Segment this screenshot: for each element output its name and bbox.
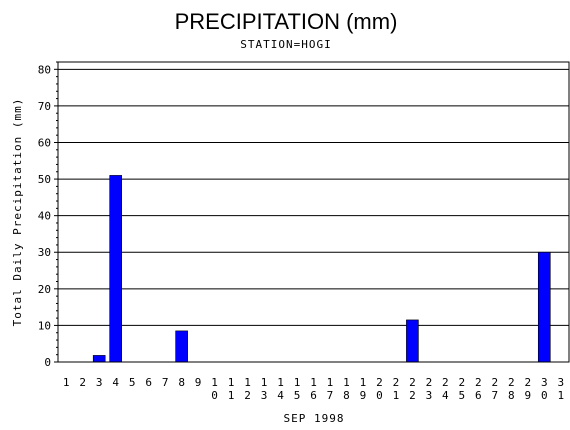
y-tick-label-40: 40 <box>38 210 51 223</box>
y-tick-label-30: 30 <box>38 246 51 259</box>
bar-sep-3 <box>92 355 106 363</box>
plot-frame <box>57 61 570 363</box>
x-tick-label-2: 2 <box>79 376 86 389</box>
bar-sep-4 <box>109 175 122 363</box>
bar-sep-30 <box>537 251 551 363</box>
x-tick-label-4: 4 <box>112 376 119 389</box>
y-tick-label-0: 0 <box>44 356 51 369</box>
x-tick-label-3: 3 <box>96 376 103 389</box>
x-axis-label: SEP 1998 <box>284 412 345 425</box>
y-axis-ticks: 0 10 20 30 40 50 60 70 80 <box>38 61 58 369</box>
grid-lines <box>58 68 569 326</box>
y-tick-label-50: 50 <box>38 173 51 186</box>
x-tick-label-8: 8 <box>178 376 185 389</box>
x-tick-label-7: 7 <box>162 376 169 389</box>
y-axis-label: Total Daily Precipitation (mm) <box>11 98 24 327</box>
x-tick-label-6: 6 <box>145 376 152 389</box>
y-tick-label-70: 70 <box>38 100 51 113</box>
x-axis-ticks: 1 2 3 4 5 6 7 8 9 1 01 11 21 31 41 51 61 71 81 92 02 12 22 32 42… <box>63 376 564 402</box>
chart-title: PRECIPITATION (mm) <box>175 9 398 34</box>
x-tick-label-9: 9 <box>195 376 202 389</box>
y-tick-label-20: 20 <box>38 283 51 296</box>
y-tick-label-10: 10 <box>38 319 51 332</box>
chart-subtitle: STATION=HOGI <box>240 38 331 51</box>
y-tick-label-60: 60 <box>38 136 51 149</box>
bar-sep-22 <box>406 319 419 363</box>
y-tick-label-80: 80 <box>38 63 51 76</box>
x-tick-label-1: 1 <box>63 376 70 389</box>
bar-sep-8 <box>175 330 188 363</box>
x-tick-label-5: 5 <box>129 376 136 389</box>
